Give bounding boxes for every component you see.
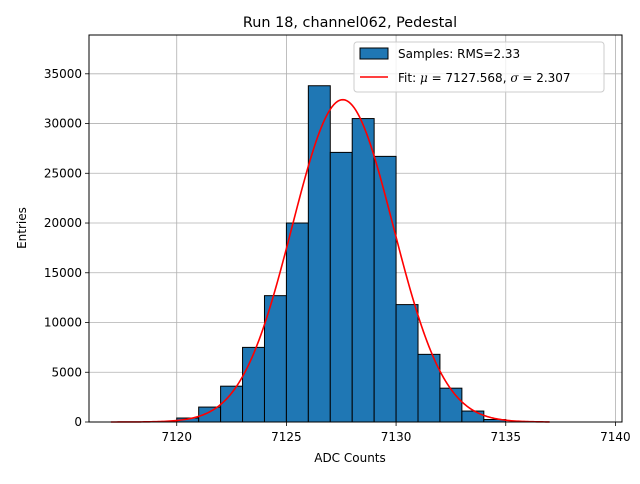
- legend-box: [353, 41, 605, 93]
- histogram-bar: [351, 118, 375, 423]
- histogram-bar: [461, 410, 485, 423]
- fit-curve-group: [110, 98, 550, 423]
- x-axis-label: ADC Counts: [314, 451, 386, 465]
- y-tick-label: 0: [74, 415, 82, 429]
- legend-label-fit: Fit: μ = 7127.568, σ = 2.307: [398, 71, 571, 85]
- y-axis-label: Entries: [15, 207, 29, 249]
- histogram-bar: [439, 387, 463, 423]
- legend-fit-suffix: = 2.307: [519, 71, 571, 85]
- legend-label-samples: Samples: RMS=2.33: [398, 47, 520, 61]
- histogram-bar: [242, 346, 265, 423]
- legend: Samples: RMS=2.33 Fit: μ = 7127.568, σ =…: [353, 41, 605, 93]
- histogram-bar: [395, 304, 419, 423]
- y-axis-ticks: 0 5000 10000 15000 20000 25000 30000 35000: [44, 67, 89, 429]
- chart-title: Run 18, channel062, Pedestal: [243, 15, 457, 31]
- histogram-bar: [220, 385, 244, 423]
- x-tick-label: 7135: [490, 430, 521, 444]
- y-tick-label: 35000: [44, 67, 82, 81]
- histogram-bar: [285, 222, 309, 423]
- fit-curve: [110, 98, 550, 423]
- x-tick-label: 7120: [161, 430, 192, 444]
- legend-fit-mid: = 7127.568,: [428, 71, 511, 85]
- legend-fit-prefix: Fit:: [398, 71, 420, 85]
- x-tick-label: 7125: [271, 430, 302, 444]
- histogram-bar: [329, 151, 353, 423]
- y-tick-label: 25000: [44, 166, 82, 180]
- y-tick-label: 30000: [44, 117, 82, 131]
- legend-swatch-samples: [359, 47, 389, 60]
- x-axis-ticks: 7120 7125 7130 7135 7140: [161, 422, 631, 444]
- y-tick-label: 10000: [44, 316, 82, 330]
- legend-fit-mu-symbol: μ: [420, 71, 428, 85]
- y-tick-label: 20000: [44, 216, 82, 230]
- y-tick-label: 15000: [44, 266, 82, 280]
- x-tick-label: 7140: [600, 430, 631, 444]
- histogram-bar: [307, 85, 331, 423]
- histogram-bars: [176, 85, 507, 423]
- y-tick-label: 5000: [51, 365, 82, 379]
- plot-frame: [88, 34, 623, 423]
- x-tick-label: 7130: [381, 430, 412, 444]
- legend-fit-sigma-symbol: σ: [510, 71, 519, 85]
